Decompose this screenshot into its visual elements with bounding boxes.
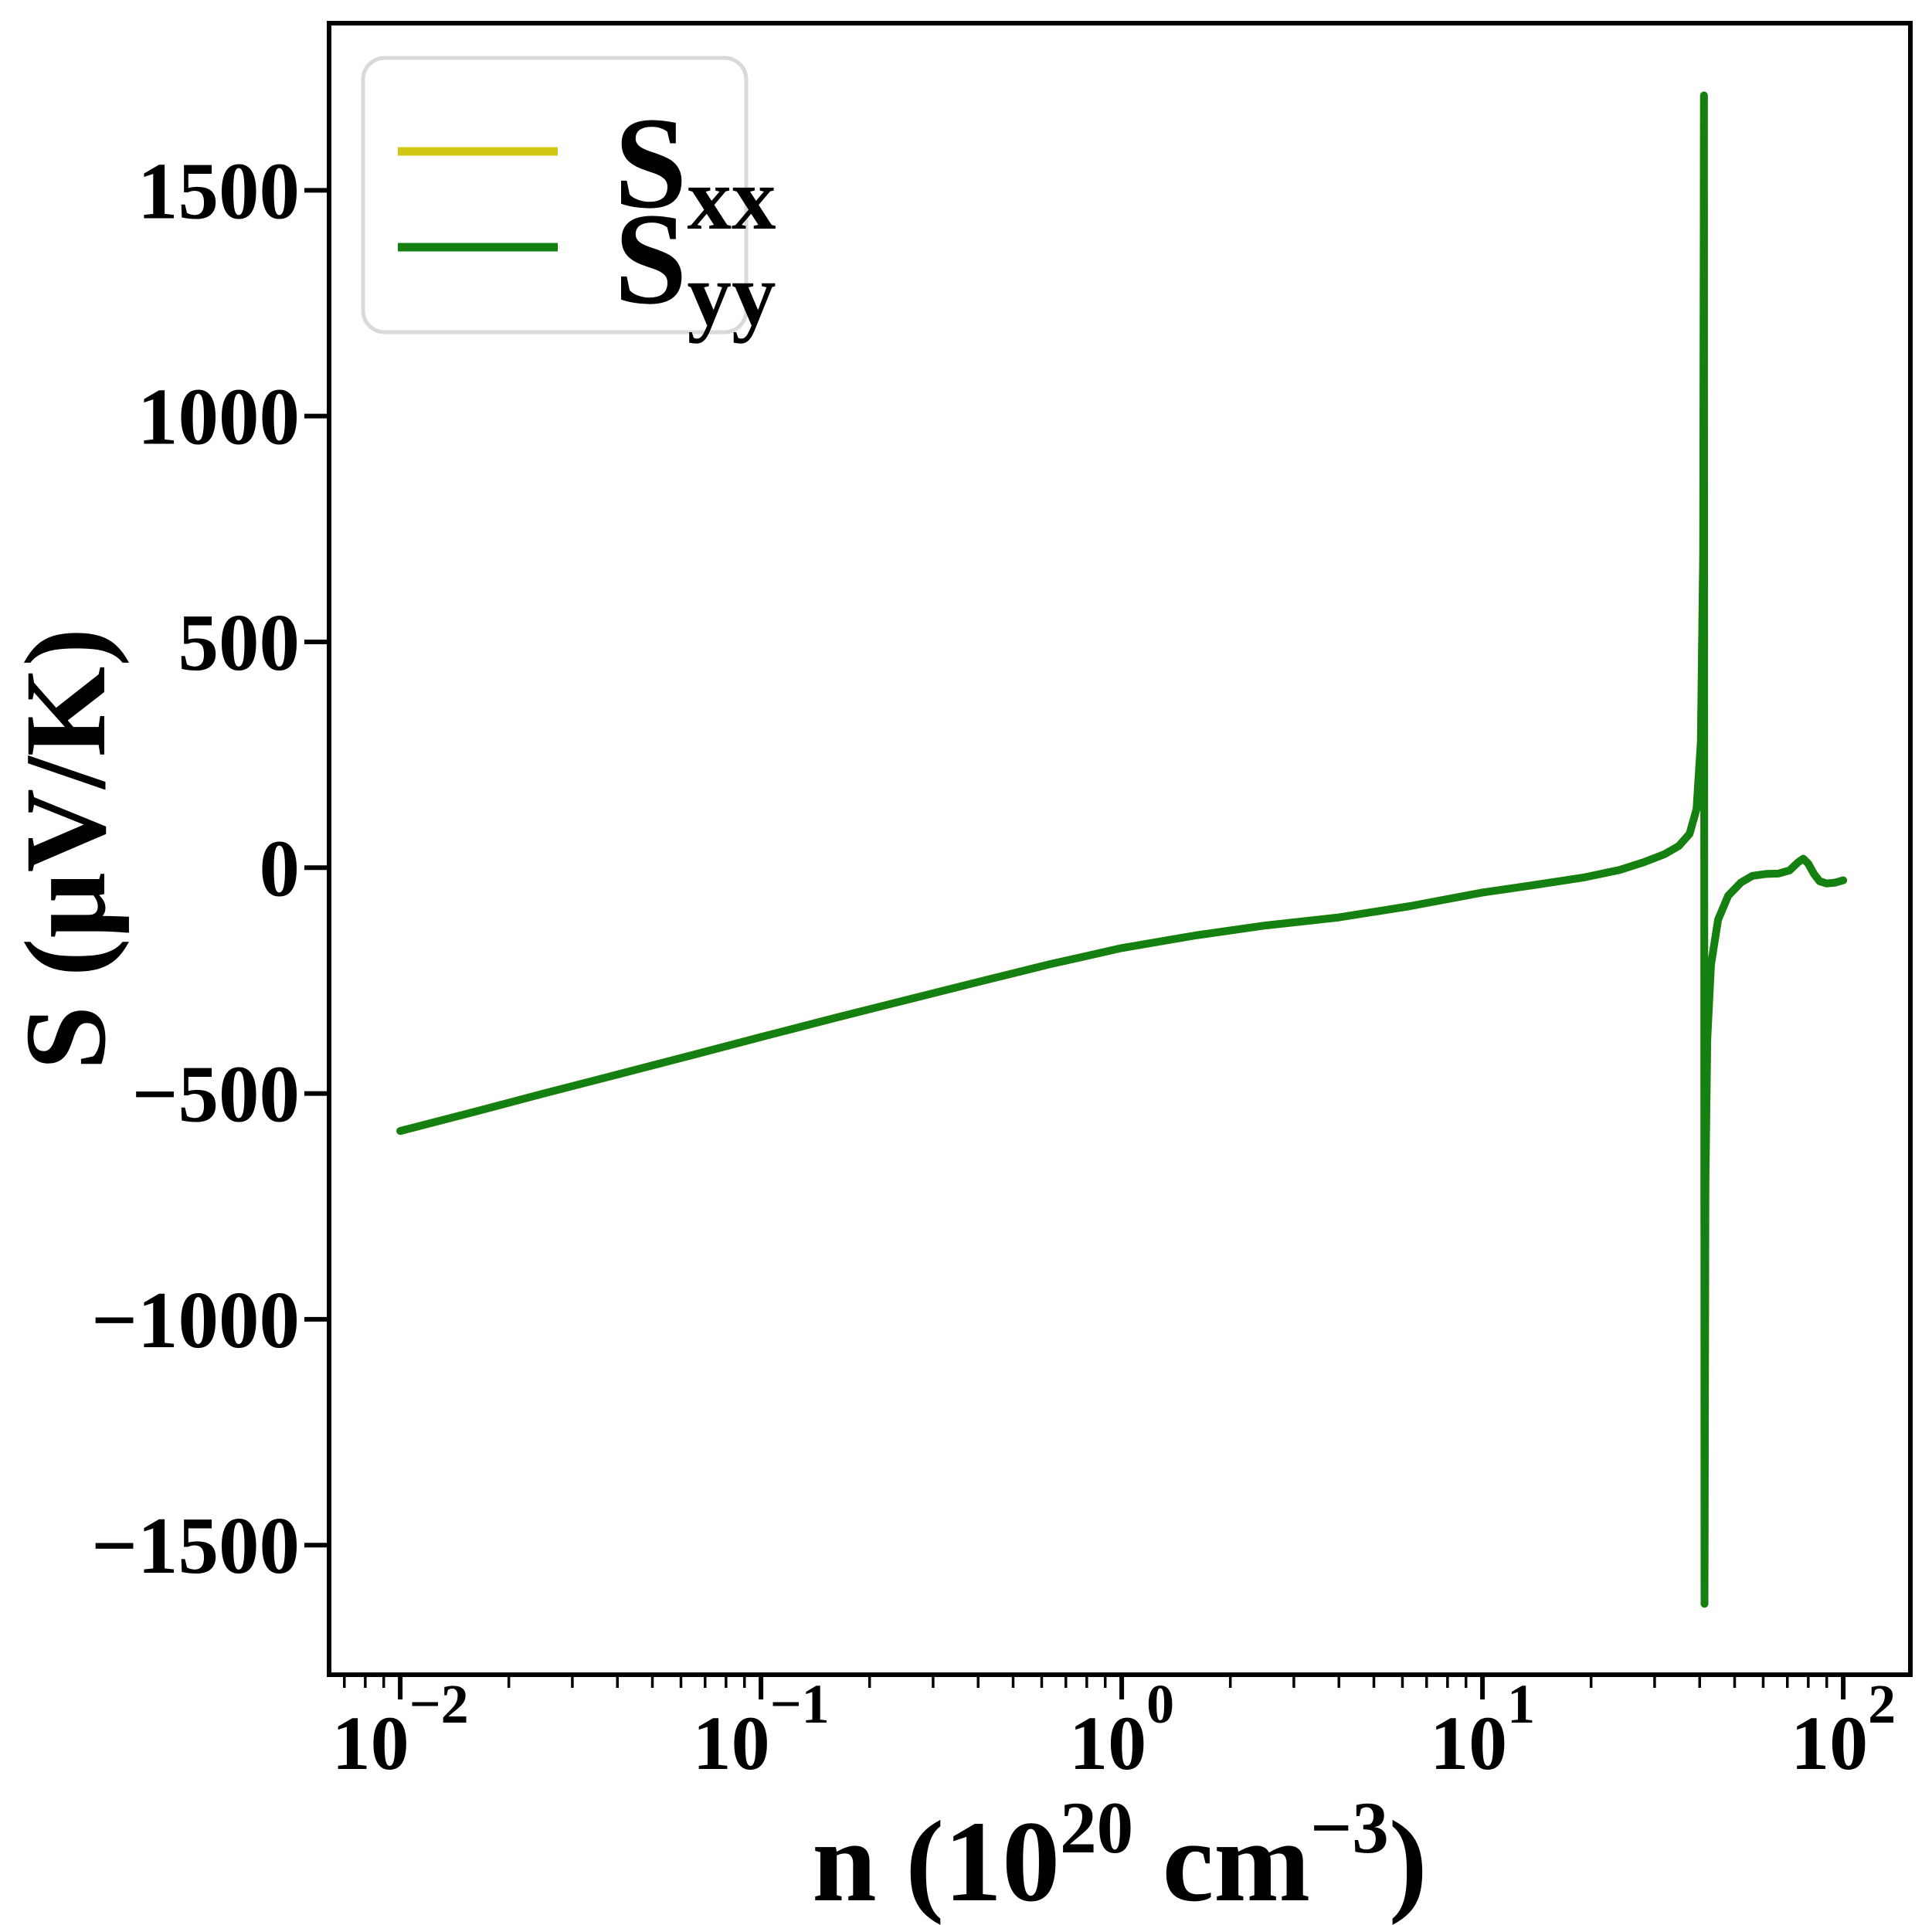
curve-Syy: [396, 91, 1848, 1608]
y-axis-ticks: [304, 188, 329, 1548]
y-tick-label: 1000: [138, 372, 300, 462]
y-tick-label: −1000: [91, 1275, 300, 1365]
y-tick-label: 500: [178, 597, 300, 688]
y-tick-label: −1500: [91, 1500, 300, 1591]
y-axis-label: S (μV/K): [2, 628, 130, 1071]
axis-labels: n (1020 cm−3) S (μV/K): [2, 628, 1428, 1925]
y-tick-labels: 1500 1000 500 0 −500 −1000 −1500: [91, 145, 300, 1591]
x-tick-label: 100: [1069, 1673, 1174, 1786]
x-tick-label: 102: [1791, 1673, 1896, 1786]
x-axis-ticks: [343, 1675, 1846, 1699]
x-tick-labels: 10−2 10−1 100 101 102: [332, 1673, 1896, 1786]
y-tick-label: −500: [132, 1049, 300, 1139]
x-axis-label: n (1020 cm−3): [812, 1787, 1428, 1925]
series-curves: [396, 91, 1848, 1608]
legend-label-Sxx: Sxx: [614, 90, 776, 248]
x-tick-label: 101: [1430, 1673, 1535, 1786]
legend-label-Syy: Syy: [614, 186, 776, 344]
legend-box: [361, 56, 749, 334]
y-tick-label: 1500: [138, 145, 300, 236]
x-tick-label: 10−2: [332, 1673, 469, 1786]
x-tick-label: 10−1: [693, 1673, 830, 1786]
y-tick-label: 0: [260, 823, 300, 913]
